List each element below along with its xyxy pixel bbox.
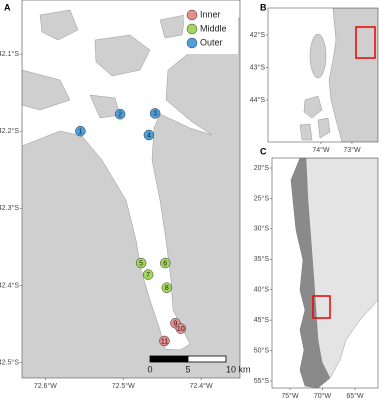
site-marker — [175, 323, 187, 334]
panel-letter: A — [4, 2, 11, 12]
y-tick-label: 43°S — [250, 63, 266, 71]
x-tick-label: 65°W — [346, 392, 364, 400]
site-marker — [143, 129, 155, 141]
site-label: 10 — [177, 326, 185, 333]
x-tick-label: 74°W — [312, 146, 330, 154]
site-marker — [161, 282, 173, 293]
y-tick-label: 42°S — [250, 31, 266, 39]
site-label: 6 — [163, 260, 167, 267]
legend-marker — [186, 9, 198, 21]
frame-c — [271, 157, 379, 389]
x-tick-label: 75°W — [281, 392, 299, 400]
y-tick-label: 42.3°S — [0, 204, 19, 212]
legend-label: Outer — [200, 37, 223, 47]
y-tick-label: 25°S — [254, 194, 270, 202]
scale-bar-label: 5 — [185, 364, 190, 374]
site-marker — [159, 335, 170, 347]
y-tick-label: 20°S — [254, 164, 270, 172]
legend-label: Middle — [200, 23, 227, 33]
panel-letter: B — [260, 2, 267, 12]
map-b — [268, 8, 378, 142]
site-marker — [114, 108, 126, 120]
y-tick-label: 42.5°S — [0, 358, 19, 366]
legend-marker — [186, 37, 198, 49]
site-marker — [160, 257, 171, 269]
x-tick-label: 70°W — [314, 392, 332, 400]
y-tick-label: 45°S — [254, 316, 270, 324]
y-tick-label: 42.2°S — [0, 127, 19, 135]
x-tick-label: 73°W — [343, 146, 361, 154]
site-label: 8 — [165, 285, 169, 292]
site-label: 1 — [78, 128, 82, 135]
panel-letter: C — [260, 146, 267, 156]
site-label: 9 — [173, 321, 177, 328]
x-tick-label: 72.5°W — [112, 382, 135, 390]
scale-bar-segment — [149, 355, 189, 363]
x-tick-label: 72.4°W — [190, 382, 213, 390]
y-tick-label: 35°S — [254, 255, 270, 263]
site-label: 5 — [139, 260, 143, 267]
map-c — [272, 158, 378, 388]
legend-label: Inner — [200, 9, 221, 19]
site-marker — [142, 269, 154, 280]
y-tick-label: 30°S — [254, 225, 270, 233]
site-label: 2 — [118, 112, 122, 119]
site-label: 3 — [153, 111, 157, 118]
y-tick-label: 55°S — [254, 377, 270, 385]
y-tick-label: 42.4°S — [0, 281, 19, 289]
map-a — [22, 0, 240, 378]
site-label: 7 — [146, 272, 150, 279]
y-tick-label: 42.1°S — [0, 50, 19, 58]
y-tick-label: 44°S — [250, 96, 266, 104]
legend-marker — [186, 23, 198, 35]
site-marker — [149, 108, 161, 119]
y-tick-label: 50°S — [254, 346, 270, 354]
scale-bar-label: 0 — [147, 364, 152, 374]
scale-bar-segment — [187, 355, 227, 363]
x-tick-label: 72.6°W — [34, 382, 57, 390]
scale-bar-label: 10 km — [226, 364, 251, 374]
frame-b — [267, 7, 379, 143]
frame-a — [21, 0, 241, 379]
y-tick-label: 40°S — [254, 286, 270, 294]
site-label: 11 — [161, 338, 168, 345]
site-marker — [135, 257, 147, 269]
site-label: 4 — [147, 132, 151, 139]
site-marker — [75, 125, 86, 137]
